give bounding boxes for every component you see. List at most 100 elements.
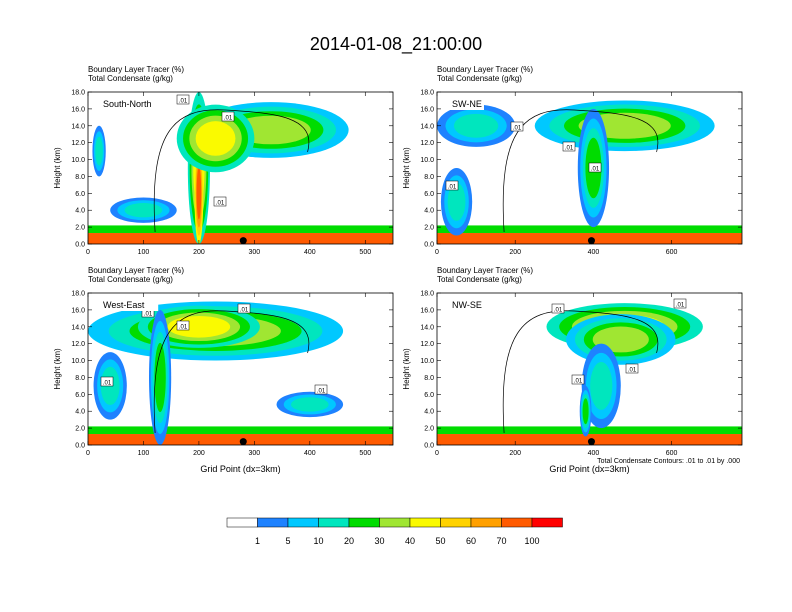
x-tick-label: 500 <box>359 450 371 457</box>
colorbar-label: 30 <box>374 536 384 546</box>
y-tick-label: 6.0 <box>75 191 85 198</box>
y-tick-label: 2.0 <box>75 225 85 232</box>
y-tick-label: 16.0 <box>420 307 434 314</box>
contour-label-box <box>221 111 235 122</box>
y-tick-label: 12.0 <box>420 140 434 147</box>
contour-label: .01 <box>240 308 249 314</box>
y-tick-label: 2.0 <box>75 426 85 433</box>
contour-label: .01 <box>179 325 188 331</box>
condensate-contour <box>502 109 659 233</box>
tracer-title: Boundary Layer Tracer (%) <box>437 65 533 74</box>
y-tick-label: 6.0 <box>75 392 85 399</box>
x-tick-label: 100 <box>138 450 150 457</box>
x-tick-label: 200 <box>509 249 521 256</box>
y-tick-label: 4.0 <box>75 208 85 215</box>
contour-label-box <box>571 374 585 385</box>
panel-title-bg <box>449 299 484 311</box>
y-tick-label: 4.0 <box>75 409 85 416</box>
y-tick-label: 12.0 <box>71 140 85 147</box>
contour-label: .01 <box>676 303 685 309</box>
contour-label-box <box>562 141 576 152</box>
panel-title: NW-SE <box>452 300 482 310</box>
y-axis-label: Height (km) <box>53 348 62 390</box>
y-tick-label: 18.0 <box>71 90 85 97</box>
tracer-layer <box>88 225 393 234</box>
panel-title-bg <box>100 98 170 110</box>
condensate-title: Total Condensate (g/kg) <box>88 74 173 83</box>
y-tick-label: 14.0 <box>420 324 434 331</box>
panel-title: SW-NE <box>452 99 482 109</box>
contour-label-box <box>237 303 251 314</box>
x-tick-label: 300 <box>249 249 261 256</box>
x-tick-label: 0 <box>435 450 439 457</box>
contour-label: .01 <box>554 308 563 314</box>
x-tick-label: 400 <box>588 249 600 256</box>
panel-1: .01 .01 .01 0.0 2.0 4.0 6.0 8.0 10.0 12.0 14.0 16.0… <box>53 65 394 256</box>
condensate-title: Total Condensate (g/kg) <box>88 275 173 284</box>
y-tick-label: 8.0 <box>424 375 434 382</box>
y-tick-label: 0.0 <box>424 242 434 249</box>
panel-2: .01 .01 .01 .01 0.0 2.0 4.0 6.0 8.0 10.0 12.0 14.0 1… <box>402 65 743 256</box>
y-tick-label: 4.0 <box>424 208 434 215</box>
tracer-region <box>154 342 166 413</box>
colorbar-label: 20 <box>344 536 354 546</box>
colorbar-label: 10 <box>313 536 323 546</box>
y-tick-label: 0.0 <box>75 242 85 249</box>
y-tick-label: 10.0 <box>420 157 434 164</box>
tracer-layer <box>88 426 393 435</box>
colorbar: 1 5 10 20 30 40 50 60 70 100 <box>226 517 563 546</box>
contour-footnote: Total Condensate Contours: .01 to .01 by… <box>597 458 740 465</box>
contour-label-box <box>100 376 114 387</box>
y-tick-label: 16.0 <box>71 307 85 314</box>
contour-label: .01 <box>513 126 522 132</box>
contour-label-box <box>176 94 190 105</box>
plot-frame <box>87 91 394 245</box>
y-tick-label: 6.0 <box>424 392 434 399</box>
colorbar-swatch <box>531 517 563 528</box>
tracer-region <box>447 182 466 221</box>
contour-label: .01 <box>144 312 153 318</box>
tracer-region <box>196 167 202 220</box>
x-tick-label: 200 <box>509 450 521 457</box>
colorbar-swatch <box>287 517 319 528</box>
colorbar-label: 50 <box>435 536 445 546</box>
location-marker <box>239 438 247 446</box>
x-tick-label: 600 <box>666 450 678 457</box>
tracer-region <box>290 397 329 412</box>
tracer-title: Boundary Layer Tracer (%) <box>88 65 184 74</box>
plot-frame <box>436 292 743 446</box>
panel-4: .01 .01 .01 .01 0.0 2.0 4.0 6.0 8.0 10.0 12.0 14.0 1… <box>402 266 743 474</box>
colorbar-swatch <box>379 517 411 528</box>
contour-label: .01 <box>103 381 112 387</box>
contour-label: .01 <box>591 167 600 173</box>
contour-label: .01 <box>224 116 233 122</box>
colorbar-swatch <box>470 517 502 528</box>
x-axis-label: Grid Point (dx=3km) <box>200 464 280 474</box>
tracer-layer <box>437 426 742 435</box>
y-tick-label: 16.0 <box>71 106 85 113</box>
y-tick-label: 14.0 <box>420 123 434 130</box>
x-tick-label: 0 <box>435 249 439 256</box>
panel-3: .01 .01 .01 .01 .01 0.0 2.0 4.0 6.0 8.0 10.0 12.0 14… <box>53 266 394 474</box>
y-tick-label: 18.0 <box>71 291 85 298</box>
panel-title-bg <box>449 98 484 110</box>
y-tick-label: 0.0 <box>424 443 434 450</box>
condensate-contour <box>502 310 659 434</box>
contour-label: .01 <box>565 146 574 152</box>
colorbar-swatch <box>318 517 350 528</box>
x-tick-label: 0 <box>86 249 90 256</box>
colorbar-label: 5 <box>285 536 290 546</box>
contour-label-box <box>625 363 639 374</box>
colorbar-swatch <box>501 517 533 528</box>
contour-label-box <box>445 180 459 191</box>
x-tick-label: 200 <box>193 249 205 256</box>
panel-title-bg <box>100 299 159 311</box>
y-tick-label: 16.0 <box>420 106 434 113</box>
contour-label: .01 <box>317 389 326 395</box>
tracer-region <box>195 121 236 156</box>
x-tick-label: 400 <box>588 450 600 457</box>
tracer-title: Boundary Layer Tracer (%) <box>437 266 533 275</box>
panel-title: West-East <box>103 300 145 310</box>
condensate-title: Total Condensate (g/kg) <box>437 275 522 284</box>
